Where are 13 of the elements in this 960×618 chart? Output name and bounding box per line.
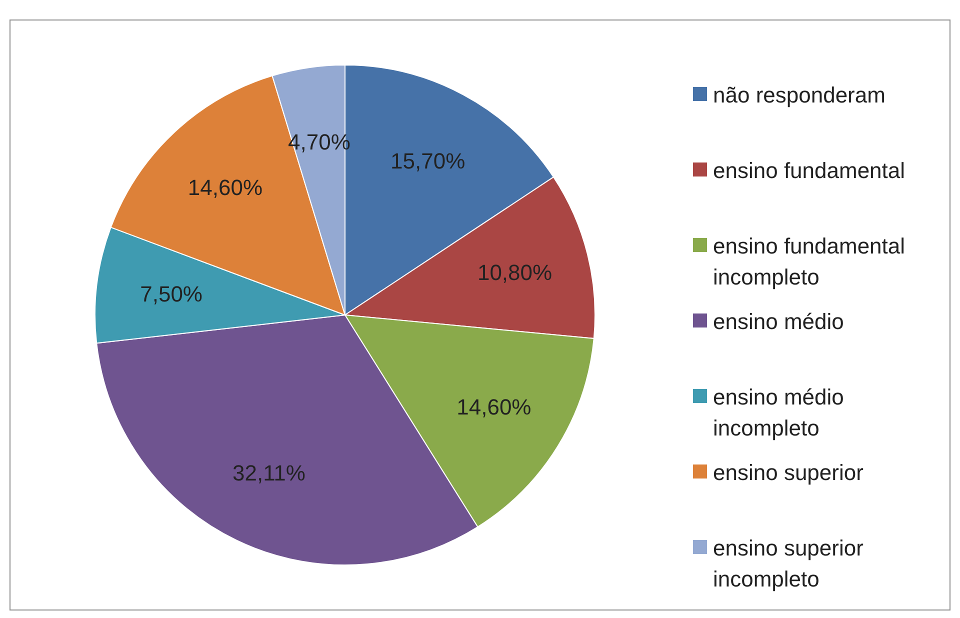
legend-label: ensino fundamental incompleto: [713, 234, 906, 290]
legend-label: ensino superior incompleto: [713, 536, 864, 592]
legend-label: não responderam: [713, 82, 886, 108]
data-label: 7,50%: [140, 281, 203, 306]
legend-label: ensino médio incompleto: [713, 384, 844, 441]
data-label: 10,80%: [477, 260, 552, 286]
legend-label: ensino fundamental: [713, 158, 906, 184]
data-label: 32,11%: [232, 460, 306, 486]
data-label: 15,70%: [390, 148, 466, 174]
legend-label: ensino superior: [713, 460, 864, 486]
data-label: 14,60%: [188, 175, 263, 200]
data-label: 14,60%: [456, 394, 532, 420]
legend-label: ensino médio: [713, 309, 844, 334]
